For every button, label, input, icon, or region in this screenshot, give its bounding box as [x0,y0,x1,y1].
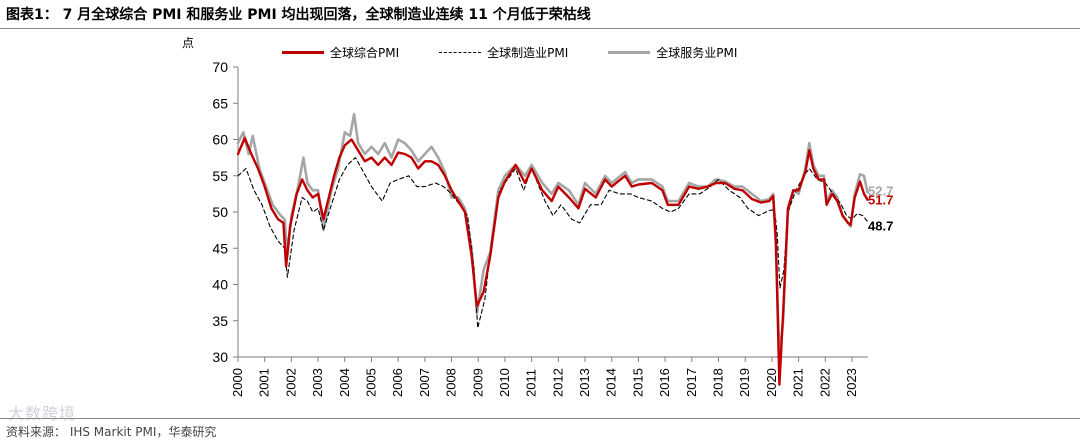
x-tick-label: 2016 [657,368,672,397]
legend-label-composite: 全球综合PMI [330,46,400,60]
x-tick-label: 2015 [630,368,645,397]
series-line-2 [236,112,869,359]
x-tick-label: 2009 [470,368,485,397]
legend-label-services: 全球服务业PMI [656,46,738,60]
chart-title: 图表1： 7 月全球综合 PMI 和服务业 PMI 均出现回落，全球制造业连续 … [6,7,591,23]
y-axis-unit-label: 点 [182,36,195,50]
legend-item-composite: 全球综合PMI [282,44,399,61]
x-tick-label: 2008 [444,368,459,397]
x-tick-label: 2010 [497,368,512,397]
x-tick-label: 2022 [817,368,832,397]
end-value-label-1: 48.7 [868,218,893,233]
x-tick-label: 2011 [524,369,539,397]
y-tick-label: 55 [212,168,228,184]
x-tick-label: 2000 [230,368,245,397]
x-tick-label: 2012 [550,368,565,397]
x-tick-label: 2001 [257,368,272,397]
x-tick-label: 2006 [390,368,405,397]
y-tick-label: 60 [212,132,228,148]
x-tick-label: 2014 [604,368,619,397]
series-line-1 [237,157,869,329]
x-tick-label: 2018 [711,368,726,397]
y-tick-label: 30 [212,349,228,365]
legend-swatch-composite [282,51,324,54]
x-tick-label: 2004 [337,368,352,397]
y-tick-label: 50 [212,204,228,220]
x-tick-label: 2003 [310,368,325,397]
x-tick-label: 2002 [283,368,298,397]
x-tick-label: 2013 [577,368,592,397]
x-tick-label: 2020 [764,368,779,397]
x-tick-label: 2021 [791,368,806,397]
legend-item-manufacturing: 全球制造业PMI [439,44,568,61]
x-tick-label: 2019 [737,368,752,397]
legend-item-services: 全球服务业PMI [608,44,737,61]
source-note: 资料来源： IHS Markit PMI，华泰研究 [6,425,217,439]
end-value-label-2: 52.7 [868,183,893,198]
legend-swatch-services [608,51,651,54]
y-tick-label: 65 [212,95,228,111]
x-tick-label: 2005 [363,368,378,397]
title-bar: 图表1： 7 月全球综合 PMI 和服务业 PMI 均出现回落，全球制造业连续 … [0,0,1080,29]
y-tick-label: 40 [212,277,228,293]
series-line-0 [236,136,869,386]
y-tick-label: 70 [212,59,228,75]
watermark-logo: 大数跨境 [8,404,77,423]
chart-legend: 全球综合PMI 全球制造业PMI 全球服务业PMI [282,44,737,61]
end-value-label-0: 51.7 [868,193,893,208]
legend-label-manufacturing: 全球制造业PMI [487,46,569,60]
x-tick-label: 2007 [417,368,432,397]
legend-swatch-manufacturing [439,52,482,53]
x-tick-label: 2023 [844,368,859,397]
bottom-rule [0,418,1080,419]
x-tick-label: 2017 [684,368,699,397]
y-tick-label: 45 [212,240,228,256]
y-tick-label: 35 [212,313,228,329]
